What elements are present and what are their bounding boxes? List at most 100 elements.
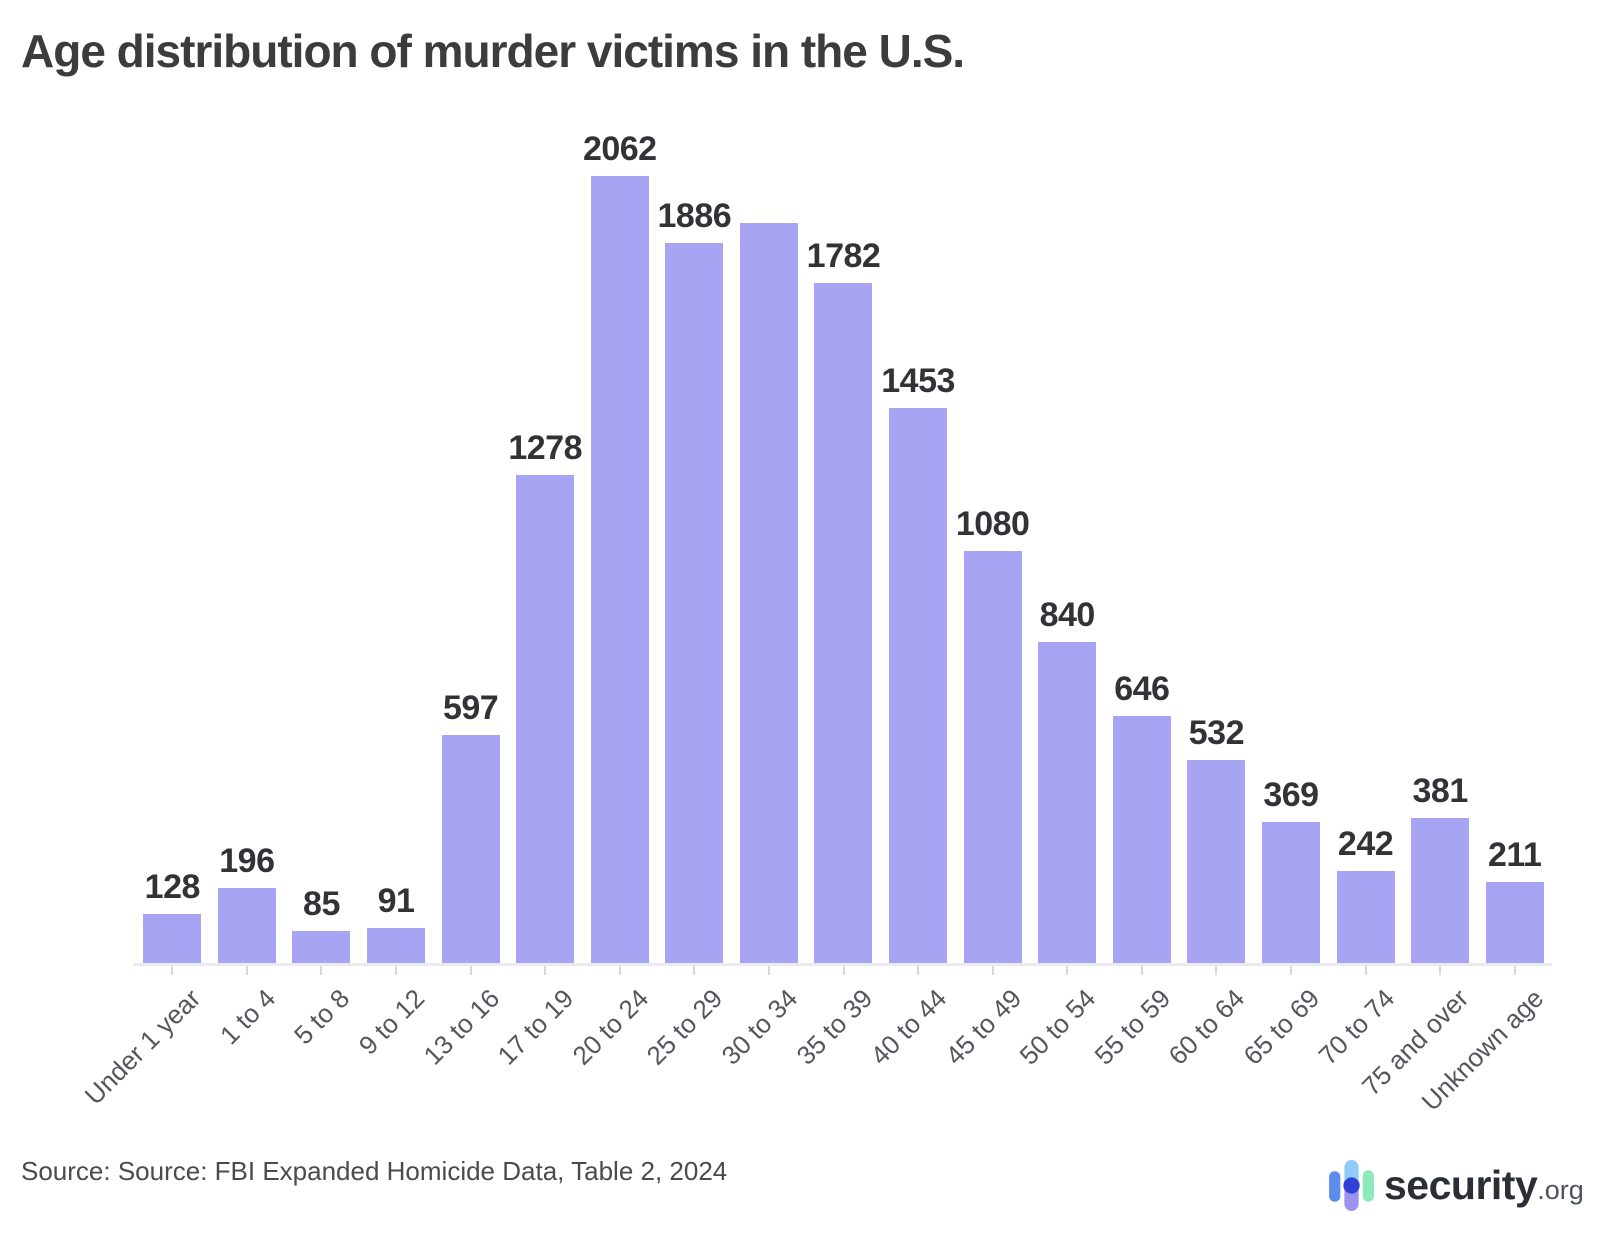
x-axis-tick <box>171 966 174 975</box>
bar-value-label: 597 <box>442 689 499 727</box>
bar-value-label: 196 <box>219 842 275 880</box>
x-axis-label: Under 1 year <box>78 983 207 1111</box>
bar[interactable] <box>1187 760 1246 963</box>
x-axis-tick <box>544 966 547 975</box>
x-axis-line <box>133 963 1552 966</box>
bar-column: 381 <box>1403 0 1478 963</box>
bar-value-label: 369 <box>1263 776 1319 814</box>
bar-value-label: 1886 <box>657 197 732 235</box>
x-axis-tick <box>395 966 398 975</box>
x-axis-tick <box>469 966 472 975</box>
x-axis-tick <box>693 966 696 975</box>
bar-value-label: 242 <box>1337 825 1394 863</box>
page-title: Age distribution of murder victims in th… <box>21 25 965 77</box>
bar-value-label: 381 <box>1412 772 1469 810</box>
bar-column: 646 <box>1105 0 1180 963</box>
bar-column: 369 <box>1254 0 1329 963</box>
bar-value-label: 646 <box>1114 670 1170 708</box>
x-axis-tick <box>320 966 323 975</box>
bar-value-label: 1782 <box>806 237 881 275</box>
bar[interactable] <box>367 928 426 963</box>
bar-value-label: 1453 <box>881 362 955 400</box>
x-axis-tick <box>1215 966 1218 975</box>
x-axis-label: 30 to 34 <box>715 983 804 1071</box>
bar[interactable] <box>1261 822 1320 963</box>
bar-column: 128 <box>135 0 210 963</box>
bar-value-label: 85 <box>303 885 340 923</box>
x-axis-tick <box>1140 966 1143 975</box>
security-logo-icon <box>1329 1160 1374 1211</box>
bar-column: 242 <box>1328 0 1403 963</box>
bar[interactable] <box>814 283 873 963</box>
x-axis-tick <box>1289 966 1292 975</box>
bar[interactable] <box>739 223 798 963</box>
x-axis-tick <box>618 966 621 975</box>
bar-column <box>732 0 807 963</box>
security-org-logo[interactable]: security .org <box>1326 1158 1584 1212</box>
bar-column: 1782 <box>806 0 881 963</box>
bar-column: 840 <box>1030 0 1105 963</box>
bar-column: 2062 <box>582 0 657 963</box>
bar-column: 532 <box>1179 0 1254 963</box>
x-axis-label: 17 to 19 <box>491 983 580 1071</box>
x-axis-label: 13 to 16 <box>417 983 505 1071</box>
brand-name: security <box>1384 1161 1538 1208</box>
bar[interactable] <box>963 551 1022 963</box>
x-axis-tick <box>245 966 248 975</box>
bar-value-label: 840 <box>1039 596 1096 634</box>
bar-value-label: 1278 <box>508 429 582 467</box>
bar-value-label: 532 <box>1188 714 1245 752</box>
bar[interactable] <box>441 735 500 963</box>
x-axis-tick <box>767 966 770 975</box>
x-axis-label: 55 to 59 <box>1088 983 1177 1071</box>
bar-value-label: 91 <box>377 882 415 920</box>
x-axis-label: 60 to 64 <box>1162 983 1251 1071</box>
bar-column: 1080 <box>955 0 1030 963</box>
bar-column: 597 <box>433 0 508 963</box>
bar-chart-plot-area: 128 196 85 91 597 1278 2062 1886 1782 1453 1080 840… <box>135 0 1552 963</box>
x-axis-label: 45 to 49 <box>939 983 1027 1071</box>
bar[interactable] <box>889 408 948 963</box>
x-axis-label: 35 to 39 <box>790 983 878 1071</box>
x-axis-tick <box>1364 966 1367 975</box>
x-axis-tick <box>842 966 845 975</box>
bar[interactable] <box>1336 871 1395 963</box>
x-axis-tick <box>1439 966 1442 975</box>
x-axis-label: 50 to 54 <box>1013 983 1102 1071</box>
bar[interactable] <box>590 176 649 963</box>
x-axis-label: 65 to 69 <box>1237 983 1326 1071</box>
bar-column: 1886 <box>657 0 732 963</box>
x-axis-label: 40 to 44 <box>864 983 953 1071</box>
x-axis-label: 1 to 4 <box>213 983 282 1051</box>
bar[interactable] <box>1038 642 1097 963</box>
bar-value-label: 128 <box>144 868 201 906</box>
bar[interactable] <box>516 475 575 963</box>
bar[interactable] <box>1411 818 1470 963</box>
x-axis-label: 20 to 24 <box>566 983 654 1071</box>
bar[interactable] <box>1485 882 1544 963</box>
x-axis-tick <box>991 966 994 975</box>
x-axis-label: 5 to 8 <box>288 983 356 1051</box>
bar[interactable] <box>665 243 724 963</box>
x-axis-label: 25 to 29 <box>640 983 729 1071</box>
bar[interactable] <box>1112 716 1171 963</box>
bar[interactable] <box>292 931 351 963</box>
bar-column: 211 <box>1477 0 1552 963</box>
bar-value-label: 211 <box>1488 836 1542 874</box>
bar-value-label: 2062 <box>582 130 657 168</box>
x-axis-tick <box>917 966 920 975</box>
x-axis-tick <box>1066 966 1069 975</box>
x-axis-tick <box>1513 966 1516 975</box>
bar-column: 196 <box>210 0 285 963</box>
brand-wordmark: security .org <box>1384 1162 1584 1209</box>
bar-column: 1453 <box>881 0 955 963</box>
bar[interactable] <box>217 888 276 963</box>
bar-column: 85 <box>284 0 359 963</box>
bar[interactable] <box>143 914 202 963</box>
bar-column: 91 <box>359 0 434 963</box>
bar-column: 1278 <box>508 0 582 963</box>
bar-value-label: 1080 <box>955 505 1030 543</box>
source-text: Source: Source: FBI Expanded Homicide Da… <box>21 1156 728 1186</box>
brand-tld: .org <box>1537 1174 1584 1205</box>
